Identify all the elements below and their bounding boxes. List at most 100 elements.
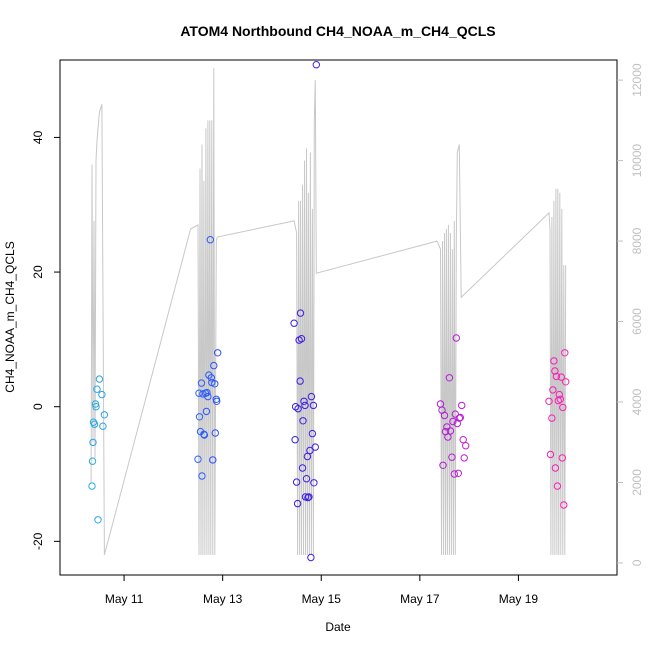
- data-point: [194, 455, 202, 463]
- data-point: [95, 375, 104, 383]
- y-axis-label: CH4_NOAA_m_CH4_QCLS: [3, 241, 17, 392]
- y-tick-label: 0: [31, 403, 45, 410]
- data-point: [90, 420, 99, 428]
- y-tick-label: 20: [31, 265, 45, 279]
- data-point: [91, 400, 100, 408]
- data-point: [94, 516, 102, 524]
- data-point: [558, 454, 566, 462]
- data-point: [89, 438, 97, 447]
- data-point: [550, 357, 558, 365]
- data-point: [214, 349, 222, 357]
- data-point: [307, 553, 315, 562]
- y-tick-label: 40: [31, 130, 45, 144]
- data-point: [298, 464, 307, 472]
- data-point: [302, 475, 311, 483]
- data-point: [557, 373, 565, 381]
- data-point: [290, 319, 298, 327]
- data-point: [200, 431, 209, 439]
- data-point: [209, 456, 217, 464]
- data-point: [555, 390, 563, 399]
- data-point: [213, 397, 221, 405]
- data-point: [308, 429, 317, 438]
- data-point: [449, 417, 457, 426]
- data-point: [446, 427, 455, 435]
- data-point: [310, 479, 318, 487]
- data-point: [300, 397, 308, 405]
- data-point: [546, 450, 555, 459]
- data-point: [551, 464, 560, 472]
- data-point: [458, 401, 466, 410]
- data-point: [312, 60, 320, 69]
- right-axis-line-layer: [90, 67, 567, 556]
- chart-title: ATOM4 Northbound CH4_NOAA_m_CH4_QCLS: [180, 23, 495, 39]
- data-point: [206, 236, 215, 244]
- data-point: [559, 403, 567, 412]
- data-point: [291, 403, 300, 411]
- series-line: [90, 67, 567, 556]
- data-point: [203, 388, 211, 397]
- data-point: [439, 461, 447, 469]
- y2-tick-label: 0: [630, 559, 644, 566]
- data-point: [452, 334, 460, 342]
- data-point: [305, 493, 313, 501]
- x-axis-label: Date: [325, 620, 351, 634]
- data-point: [92, 403, 100, 411]
- data-point: [307, 392, 316, 401]
- data-point: [210, 361, 218, 370]
- data-point: [99, 422, 107, 430]
- data-point: [211, 380, 219, 388]
- data-point: [88, 482, 96, 490]
- data-point: [456, 413, 464, 422]
- data-point: [211, 429, 220, 437]
- scatter-point-layer: [88, 60, 570, 562]
- data-point: [301, 401, 309, 410]
- data-point: [553, 482, 562, 490]
- y2-tick-label: 8000: [630, 227, 644, 254]
- data-point: [545, 397, 553, 405]
- data-point: [293, 499, 302, 508]
- data-point: [460, 454, 468, 462]
- data-point: [195, 413, 204, 421]
- data-point: [88, 457, 97, 465]
- x-tick-label: May 13: [203, 592, 243, 606]
- data-point: [294, 405, 302, 413]
- data-point: [560, 501, 568, 509]
- data-point: [198, 472, 206, 480]
- data-point: [552, 372, 561, 381]
- data-point: [462, 442, 470, 450]
- data-point: [451, 410, 459, 418]
- data-point: [204, 392, 212, 401]
- y2-tick-label: 12000: [630, 63, 644, 97]
- data-point: [299, 417, 307, 425]
- data-point: [309, 401, 318, 410]
- data-point: [296, 309, 305, 317]
- data-point: [549, 386, 557, 394]
- x-tick-label: May 19: [499, 592, 539, 606]
- data-point: [98, 390, 106, 399]
- y2-tick-label: 6000: [630, 308, 644, 335]
- data-point: [562, 378, 570, 386]
- data-point: [292, 478, 301, 486]
- x-tick-label: May 15: [302, 592, 342, 606]
- data-point: [303, 452, 312, 461]
- data-point: [444, 433, 452, 441]
- data-point: [291, 436, 299, 444]
- data-point: [100, 411, 109, 419]
- x-tick-label: May 11: [105, 592, 144, 606]
- data-point: [311, 443, 319, 451]
- data-point: [202, 407, 211, 416]
- data-point: [207, 374, 216, 382]
- data-point: [548, 414, 556, 422]
- y2-tick-label: 2000: [630, 469, 644, 496]
- data-point: [561, 349, 569, 357]
- data-point: [551, 367, 559, 375]
- data-point: [450, 470, 458, 478]
- y-tick-label: -20: [31, 532, 45, 550]
- data-point: [304, 493, 312, 502]
- data-point: [297, 335, 306, 343]
- data-point: [454, 469, 462, 477]
- data-point: [556, 395, 564, 403]
- data-point: [306, 446, 314, 455]
